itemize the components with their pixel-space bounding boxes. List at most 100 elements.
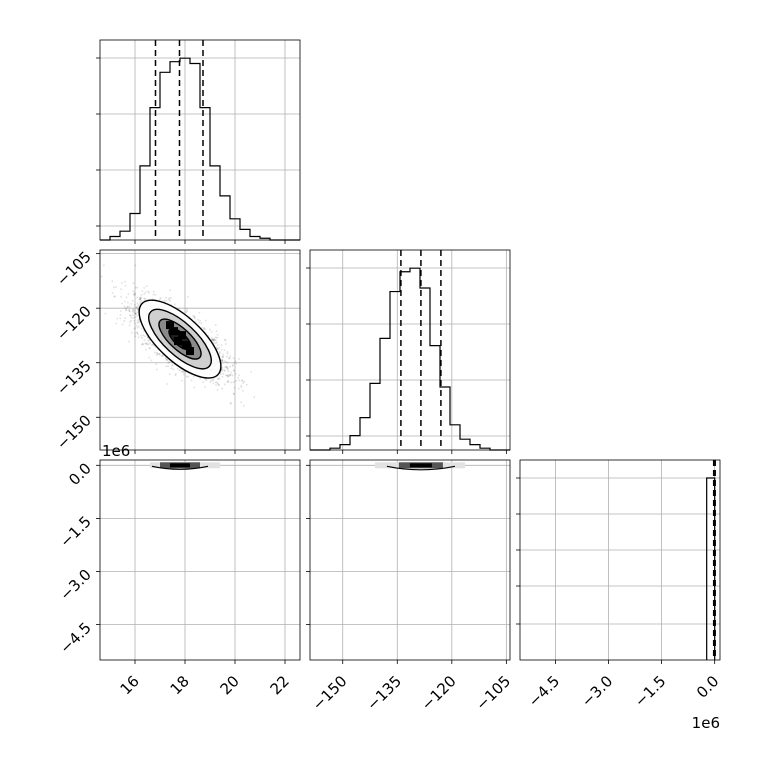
sample-point: [221, 356, 224, 358]
sample-point: [130, 303, 132, 305]
sample-point: [167, 298, 170, 301]
sample-point: [229, 374, 232, 377]
sample-point: [182, 373, 185, 376]
sample-point: [226, 381, 229, 383]
sample-point: [164, 301, 166, 304]
sample-point: [144, 298, 147, 300]
density-peak-cell: [182, 341, 190, 350]
sample-point: [199, 377, 202, 380]
sample-point: [237, 376, 239, 379]
sample-point: [147, 290, 150, 293]
x-tick-label: 16: [117, 672, 143, 698]
sample-point: [218, 378, 220, 381]
sample-point: [111, 280, 114, 283]
sample-point: [235, 380, 237, 382]
sample-point: [240, 384, 242, 387]
sample-point: [231, 374, 234, 377]
sample-point: [138, 298, 141, 300]
sample-point: [214, 324, 217, 326]
sample-point: [160, 355, 163, 357]
sample-point: [141, 336, 143, 339]
sample-point: [240, 386, 243, 388]
sample-point: [180, 370, 183, 373]
sample-point: [226, 361, 229, 364]
sample-point: [215, 339, 217, 342]
sample-point: [169, 289, 171, 291]
sample-point: [227, 381, 230, 383]
sample-point: [152, 344, 155, 346]
sample-point: [219, 351, 221, 353]
sample-point: [229, 355, 231, 358]
hist-p1-frame: [309, 249, 511, 451]
sample-point: [198, 311, 201, 314]
sample-point: [215, 384, 217, 386]
sample-point: [216, 381, 218, 384]
sample-point: [204, 386, 206, 388]
sample-point: [137, 336, 140, 339]
sample-point: [168, 373, 171, 375]
sample-point: [222, 373, 225, 375]
sample-point: [201, 326, 203, 329]
sample-point: [156, 352, 158, 354]
sample-point: [120, 288, 122, 291]
sample-point: [177, 307, 180, 310]
sample-point: [158, 353, 161, 356]
sample-point: [214, 339, 216, 341]
sample-point: [186, 310, 188, 313]
density-peak-cell: [166, 321, 174, 330]
sample-point: [212, 379, 214, 382]
sample-point: [140, 343, 143, 346]
sample-point: [171, 364, 174, 366]
sample-point: [197, 318, 199, 321]
sample-point: [148, 337, 150, 340]
sample-point: [233, 369, 235, 372]
sample-point: [134, 292, 136, 295]
sample-point: [154, 351, 156, 354]
sample-point: [136, 309, 139, 311]
sample-point: [221, 369, 223, 371]
sample-point: [210, 330, 213, 333]
sample-point: [145, 343, 147, 345]
sample-point: [223, 349, 226, 351]
sample-point: [226, 355, 228, 358]
sample-point: [123, 320, 126, 322]
sample-point: [103, 264, 105, 267]
sample-point: [115, 322, 118, 325]
sample-point: [153, 345, 156, 347]
sample-point: [113, 295, 116, 298]
sample-point: [170, 303, 172, 306]
sample-point: [147, 336, 149, 338]
x-tick-label: 0.0: [693, 672, 723, 702]
sample-point: [134, 309, 136, 312]
sample-point: [223, 369, 226, 371]
sample-point: [227, 380, 230, 382]
density-peak-cell: [186, 347, 194, 356]
density-peak-cell: [170, 327, 178, 336]
sample-point: [120, 295, 122, 298]
sample-point: [204, 378, 207, 381]
sample-point: [224, 339, 227, 341]
y-tick-label: −150: [53, 411, 95, 453]
sample-point: [235, 362, 238, 365]
sample-point: [119, 314, 122, 316]
sample-point: [141, 290, 144, 292]
sample-point: [202, 328, 205, 331]
sample-point: [150, 344, 153, 346]
sample-point: [233, 362, 236, 364]
sample-point: [121, 302, 123, 305]
sample-point: [210, 379, 212, 382]
sample-point: [166, 383, 168, 385]
sample-point: [139, 302, 142, 305]
sample-point: [131, 300, 134, 302]
sample-point: [132, 308, 134, 311]
sample-point: [126, 306, 129, 309]
sample-point: [128, 324, 131, 327]
sample-point: [130, 319, 132, 322]
sample-point: [143, 339, 146, 341]
sample-point: [139, 297, 142, 300]
sample-point: [221, 387, 223, 390]
sample-point: [185, 308, 188, 311]
sample-point: [130, 316, 133, 319]
sample-point: [132, 290, 134, 293]
